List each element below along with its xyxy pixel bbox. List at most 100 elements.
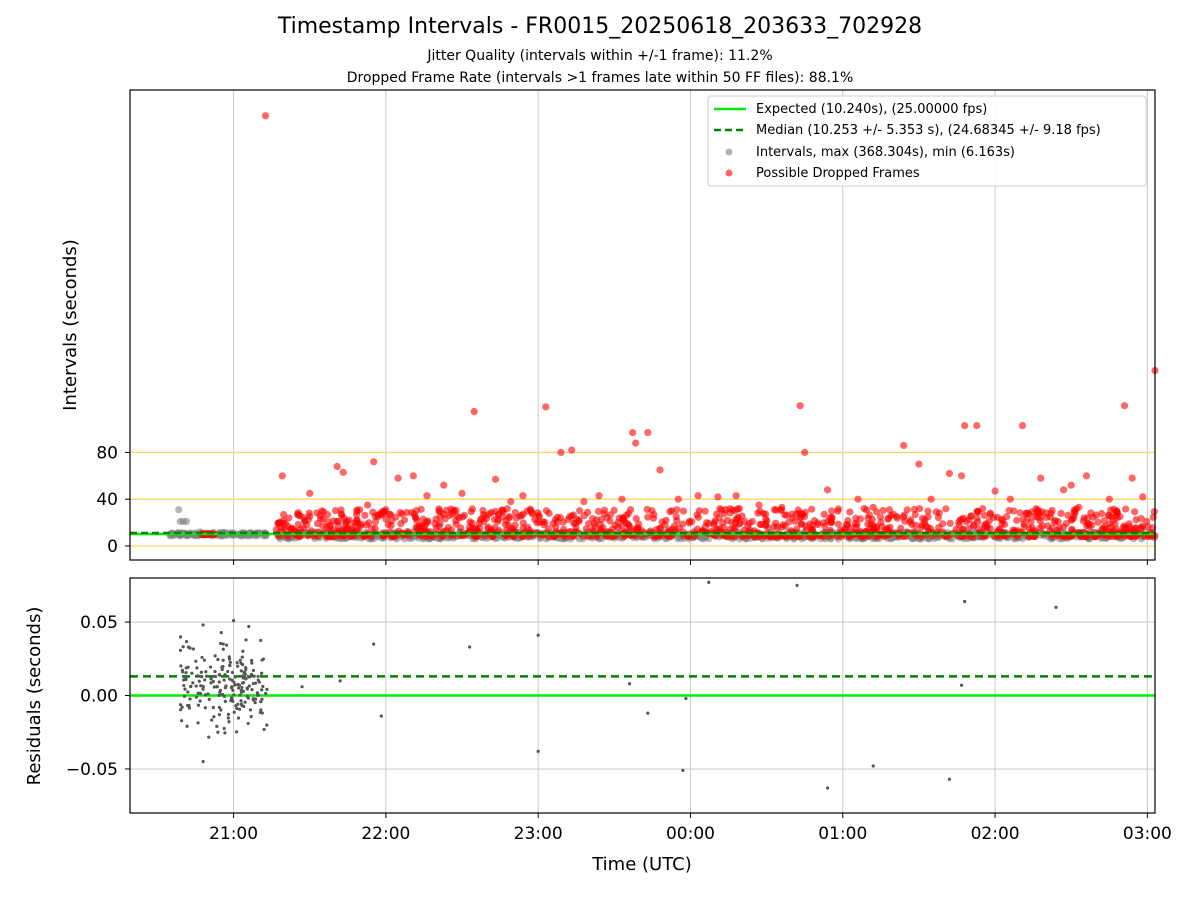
dropped-frame-point <box>801 508 809 516</box>
residual-point <box>260 697 264 701</box>
dropped-frame-point <box>559 518 567 526</box>
dropped-frame-point <box>423 492 431 500</box>
residual-point <box>251 668 256 673</box>
residual-point <box>190 671 194 675</box>
residual-point <box>213 654 217 658</box>
dropped-frame-point <box>1018 421 1027 430</box>
dropped-frame-point <box>959 525 967 533</box>
residual-point <box>227 655 231 659</box>
residual-point <box>212 685 216 689</box>
residual-point <box>239 699 243 703</box>
dropped-frame-point <box>701 507 709 515</box>
residual-point <box>232 680 236 684</box>
dropped-frame-point <box>918 514 927 522</box>
x-tick-label: 01:00 <box>818 824 867 844</box>
residual-point <box>221 658 225 662</box>
legend-dropped-label: Possible Dropped Frames <box>756 166 920 181</box>
residuals-points <box>178 580 1058 790</box>
residual-point <box>239 702 244 706</box>
dropped-frame-point <box>889 510 897 518</box>
dropped-frame-point <box>365 519 373 527</box>
dropped-frame-point <box>524 523 532 531</box>
dropped-frame-point <box>333 462 341 471</box>
residual-point <box>226 669 230 674</box>
residual-point <box>196 721 200 725</box>
dropped-frame-point <box>507 497 515 506</box>
residual-point <box>203 678 207 682</box>
residual-point <box>209 676 213 680</box>
dropped-frame-point <box>1010 507 1018 515</box>
dropped-frame-point <box>361 511 369 519</box>
residual-point <box>231 699 235 703</box>
residual-point <box>242 704 246 708</box>
residuals-y-tick-label: −0.05 <box>66 760 118 780</box>
dropped-frame-point <box>973 421 981 430</box>
residual-point <box>203 706 207 710</box>
dropped-frame-point <box>854 495 862 503</box>
dropped-frame-point <box>1082 472 1091 480</box>
dropped-frame-point <box>505 513 514 521</box>
dropped-frame-point <box>755 501 763 509</box>
dropped-frame-point <box>1121 505 1130 513</box>
residual-point <box>202 658 206 662</box>
dropped-frame-point <box>370 458 378 466</box>
dropped-frame-point <box>834 520 842 528</box>
legend-box <box>707 95 1147 187</box>
residuals-panel: −0.05 0.00 0.05 21:00 22:00 23:00 00:00 01:00 0… <box>24 577 1172 875</box>
residual-point <box>200 675 204 679</box>
residual-point <box>191 681 195 685</box>
dropped-frame-point <box>1057 509 1065 517</box>
dropped-frame-point <box>796 402 804 410</box>
dropped-frame-point <box>501 521 510 529</box>
residual-point <box>199 670 204 674</box>
residual-point <box>230 670 235 675</box>
residual-point <box>246 696 250 700</box>
dropped-frame-point <box>781 511 789 519</box>
dropped-frame-point <box>368 524 376 533</box>
intervals-y-axis-label: Intervals (seconds) <box>60 239 81 411</box>
dropped-frame-point <box>619 514 627 522</box>
dropped-frame-point <box>627 506 635 514</box>
dropped-frame-point <box>826 514 834 522</box>
dropped-frame-point <box>442 506 451 514</box>
residual-point <box>468 645 472 649</box>
x-axis-label: Time (UTC) <box>591 854 692 875</box>
residual-point <box>187 706 192 710</box>
dropped-frame-point <box>606 517 614 525</box>
residual-point <box>239 688 243 692</box>
dropped-frame-point <box>318 507 326 515</box>
dropped-frame-point <box>879 506 887 515</box>
residual-point <box>194 659 198 663</box>
dropped-frame-point <box>288 524 296 532</box>
dropped-frame-point <box>1100 517 1109 525</box>
residual-point <box>201 687 205 691</box>
dropped-frame-point <box>788 510 796 518</box>
dropped-frame-point <box>632 439 640 447</box>
legend: Expected (10.240s), (25.00000 fps) Media… <box>707 95 1147 187</box>
residual-point <box>198 699 202 703</box>
dropped-frame-point <box>293 510 302 519</box>
residual-point <box>222 726 226 731</box>
dropped-frame-point <box>441 515 449 523</box>
residual-point <box>215 724 219 728</box>
residual-point <box>203 693 208 697</box>
residual-point <box>221 647 225 651</box>
residual-point <box>217 705 222 710</box>
residual-point <box>260 688 264 692</box>
residual-point <box>184 640 189 644</box>
dropped-frame-point <box>487 526 496 534</box>
dropped-frame-point <box>394 474 402 482</box>
residual-point <box>247 624 251 629</box>
dropped-frame-point <box>1150 508 1158 516</box>
dropped-frame-point <box>542 403 550 411</box>
residual-point <box>223 673 227 677</box>
residual-point <box>208 665 213 669</box>
residuals-y-axis-label: Residuals (seconds) <box>24 607 45 786</box>
residual-point <box>201 684 205 689</box>
dropped-frame-point <box>1116 513 1124 521</box>
x-tick-label: 21:00 <box>209 824 258 844</box>
intervals-panel: 0 40 80 Intervals (seconds) Expected (10.2… <box>60 89 1159 565</box>
residual-point <box>227 720 231 724</box>
residual-point <box>196 703 201 707</box>
dropped-frame-point <box>869 503 877 511</box>
